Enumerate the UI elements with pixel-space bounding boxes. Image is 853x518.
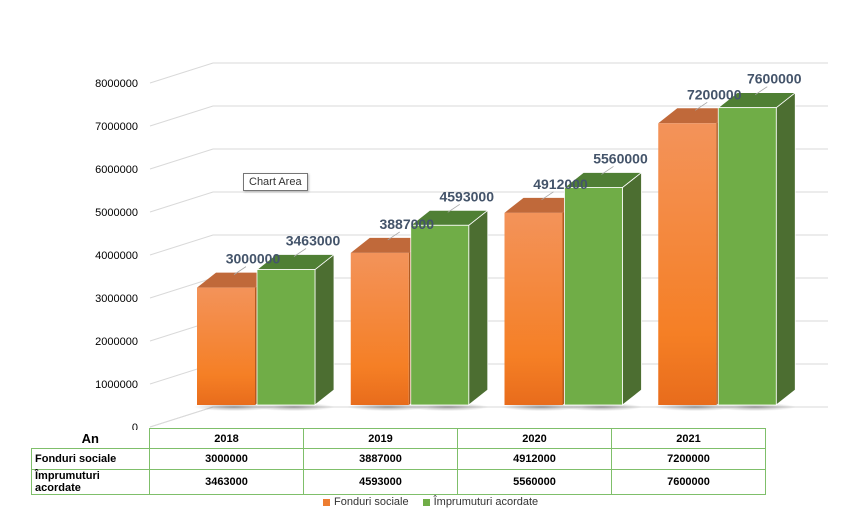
label-leader xyxy=(601,166,614,175)
bar-imprumuturi-acordate[interactable] xyxy=(717,107,777,406)
data-table-row-label: Fonduri sociale xyxy=(31,448,150,470)
data-table-row: Împrumuturi acordate 3463000 4593000 556… xyxy=(31,469,766,495)
legend-swatch-green xyxy=(422,498,430,506)
legend-swatch-orange xyxy=(323,498,330,506)
bar-fonduri-sociale[interactable] xyxy=(658,123,717,406)
bar-side xyxy=(314,253,335,406)
y-tick-label: 3000000 xyxy=(95,293,138,305)
data-table-cell: 4593000 xyxy=(303,469,458,495)
data-table-cell: 5560000 xyxy=(457,469,612,495)
data-table-category: 2021 xyxy=(611,428,766,449)
bar-side xyxy=(468,209,489,406)
y-tick-label: 6000000 xyxy=(95,164,138,176)
data-label: 3000000 xyxy=(226,251,281,267)
bar-fonduri-sociale[interactable] xyxy=(197,287,255,405)
y-tick-label: 5000000 xyxy=(95,207,138,219)
legend: Fonduri sociale Împrumuturi acordate xyxy=(323,496,538,508)
y-axis-ticks: 0 1000000 2000000 3000000 4000000 5000000 6000… xyxy=(95,78,138,430)
label-leader xyxy=(233,266,247,275)
data-label: 7600000 xyxy=(747,71,802,87)
y-tick-label: 7000000 xyxy=(95,121,138,133)
data-table-corner: An xyxy=(31,428,150,449)
label-leader xyxy=(293,248,307,257)
bar-top xyxy=(504,197,582,213)
y-tick-label: 2000000 xyxy=(95,336,138,348)
label-leader xyxy=(695,101,708,111)
data-table-cell: 3463000 xyxy=(149,469,304,495)
bar-side xyxy=(622,171,642,406)
gridline xyxy=(149,62,828,84)
legend-item[interactable]: Împrumuturi acordate xyxy=(422,496,539,508)
data-label: 4912000 xyxy=(533,176,588,192)
label-leader xyxy=(541,191,554,201)
data-table-row-label: Împrumuturi acordate xyxy=(31,469,150,495)
data-table-category: 2020 xyxy=(457,428,612,449)
bar-top xyxy=(658,108,736,124)
data-label: 4593000 xyxy=(439,188,494,204)
bar-fonduri-sociale[interactable] xyxy=(350,252,409,405)
bar-imprumuturi-acordate[interactable] xyxy=(256,269,316,406)
data-table-cell: 7200000 xyxy=(611,448,766,470)
legend-label: Împrumuturi acordate xyxy=(433,496,539,508)
bar-fonduri-sociale[interactable] xyxy=(504,212,563,405)
data-label: 3463000 xyxy=(286,233,341,249)
y-tick-label: 0 xyxy=(132,422,138,430)
label-leader xyxy=(447,203,460,213)
data-table: An 2018 2019 2020 2021 Fonduri sociale 3… xyxy=(31,428,766,495)
chart-plot: 0 1000000 2000000 3000000 4000000 5000000 6000… xyxy=(95,62,828,430)
data-label: 5560000 xyxy=(593,150,648,166)
bar-side xyxy=(775,91,796,406)
bar-imprumuturi-acordate[interactable] xyxy=(410,224,470,406)
data-table-cell: 3000000 xyxy=(149,448,304,470)
bars xyxy=(193,91,797,411)
y-tick-label: 8000000 xyxy=(95,78,138,90)
bar-imprumuturi-acordate[interactable] xyxy=(564,187,623,406)
label-leader xyxy=(755,86,768,95)
data-table-row-label-text: Împrumuturi acordate xyxy=(35,470,100,494)
data-table-category: 2019 xyxy=(303,428,458,449)
data-table-row-label-text: Fonduri sociale xyxy=(35,453,117,465)
data-table-cell: 7600000 xyxy=(611,469,766,495)
data-table-cell: 4912000 xyxy=(457,448,612,470)
data-table-cell: 3887000 xyxy=(303,448,458,470)
data-label: 3887000 xyxy=(379,216,434,232)
chart-area-tooltip: Chart Area xyxy=(243,173,308,191)
data-table-category: 2018 xyxy=(149,428,304,449)
y-tick-label: 1000000 xyxy=(95,379,138,391)
legend-label: Fonduri sociale xyxy=(334,496,409,508)
data-table-row: Fonduri sociale 3000000 3887000 4912000 … xyxy=(31,448,766,470)
bar-top xyxy=(350,237,428,253)
data-labels: 3000000 3463000 3887000 4593000 4912000 55600… xyxy=(226,71,802,275)
gridline xyxy=(149,148,828,170)
label-leader xyxy=(387,231,400,241)
gridline xyxy=(149,105,828,127)
data-label: 7200000 xyxy=(687,86,742,102)
data-table-header-row: An 2018 2019 2020 2021 xyxy=(31,428,766,449)
y-tick-label: 4000000 xyxy=(95,250,138,262)
legend-item[interactable]: Fonduri sociale xyxy=(323,496,409,508)
bar-top xyxy=(197,272,274,288)
